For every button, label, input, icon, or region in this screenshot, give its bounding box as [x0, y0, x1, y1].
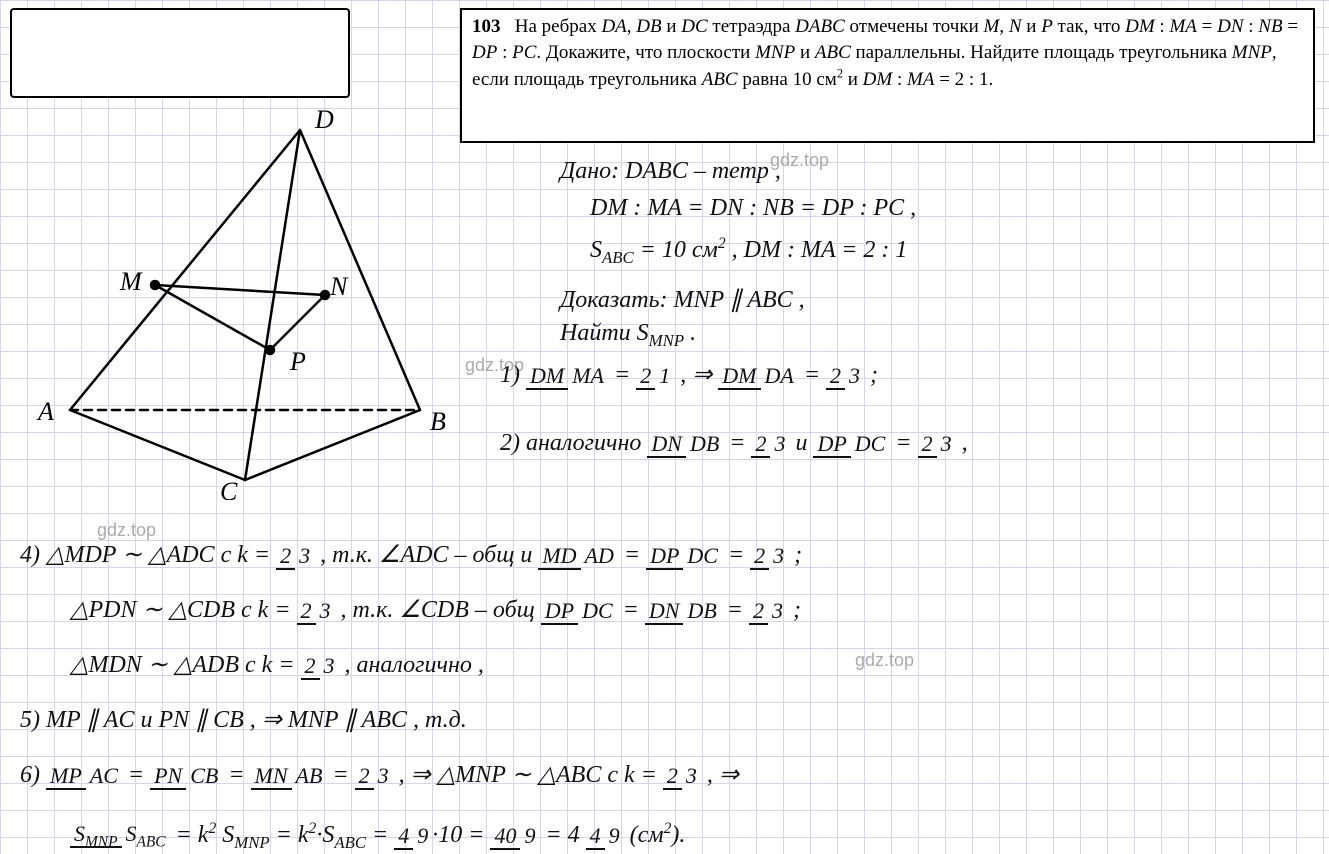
handwritten-line: 1) DMMA = 21 , ⇒ DMDA = 23 ;	[500, 360, 878, 389]
svg-text:B: B	[430, 407, 446, 436]
tetrahedron-diagram: D M N P A B C	[20, 100, 460, 500]
handwritten-line: 4) △MDP ∼ △ADC с k = 23 , т.к. ∠ADC – об…	[20, 540, 802, 569]
svg-text:A: A	[36, 397, 54, 426]
blank-annotation-box	[10, 8, 350, 98]
watermark: gdz.top	[855, 650, 914, 671]
problem-statement-box: 103 На ребрах DA, DB и DC тетраэдра DABC…	[460, 8, 1315, 143]
handwritten-line: SABC = 10 см2 , DM : MA = 2 : 1	[590, 235, 907, 268]
handwritten-line: Найти SMNP .	[560, 320, 696, 351]
watermark: gdz.top	[97, 520, 156, 541]
handwritten-line: Доказать: MNP ∥ ABC ,	[560, 285, 805, 314]
problem-number: 103	[472, 16, 501, 37]
svg-text:N: N	[329, 272, 349, 301]
svg-text:C: C	[220, 477, 238, 500]
handwritten-line: △PDN ∼ △CDB с k = 23 , т.к. ∠CDB – общ D…	[70, 595, 801, 624]
svg-text:P: P	[289, 347, 306, 376]
problem-text: На ребрах DA, DB и DC тетраэдра DABC отм…	[472, 16, 1298, 90]
handwritten-line: △MDN ∼ △ADB с k = 23 , аналогично ,	[70, 650, 484, 679]
svg-text:M: M	[119, 267, 143, 296]
handwritten-line: Дано: DABC – тетр ,	[560, 158, 781, 185]
svg-text:D: D	[314, 105, 334, 134]
handwritten-line: 2) аналогично DNDB = 23 и DPDC = 23 ,	[500, 430, 968, 457]
handwritten-line: SMNPSABC = k2 SMNP = k2·SABC = 49·10 = 4…	[70, 820, 685, 853]
handwritten-line: 6) MPAC = PNCB = MNAB = 23 , ⇒ △MNP ∼ △A…	[20, 760, 739, 789]
handwritten-line: DM : MA = DN : NB = DP : PC ,	[590, 195, 916, 222]
handwritten-line: 5) MP ∥ AC и PN ∥ CB , ⇒ MNP ∥ ABC , т.д…	[20, 705, 467, 734]
